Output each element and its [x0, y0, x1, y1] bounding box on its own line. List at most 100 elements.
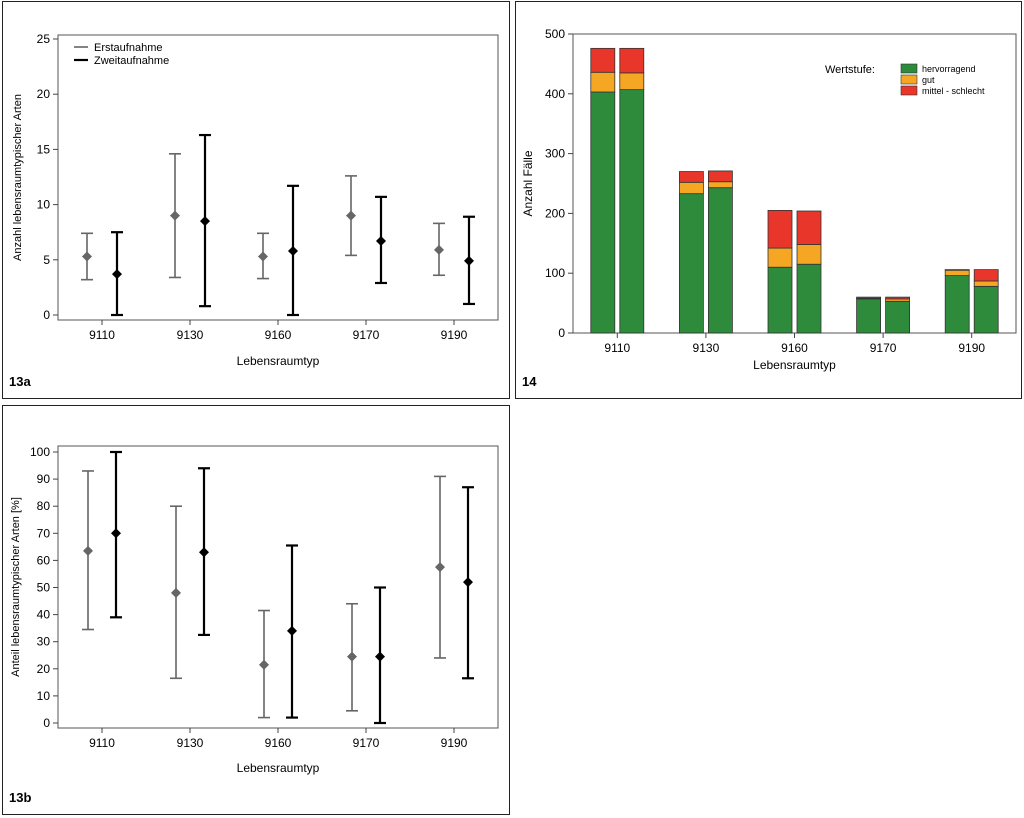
x-tick-label: 9130: [693, 341, 720, 355]
bar-segment: [590, 71, 616, 93]
bar-segment: [767, 247, 793, 268]
x-tick-label: 9170: [870, 341, 897, 355]
bar-segment: [856, 298, 882, 334]
y-tick-label: 100: [545, 266, 565, 280]
bar-segment: [856, 296, 882, 299]
mean-marker: [347, 651, 357, 662]
bar-segment: [707, 187, 733, 334]
y-tick-label: 300: [545, 147, 565, 161]
mean-marker: [112, 269, 122, 280]
y-axis-label: Anzahl Fälle: [521, 150, 535, 216]
y-tick-label: 50: [37, 581, 51, 595]
panel-label-14: 14: [522, 374, 537, 389]
plot-frame: [57, 445, 499, 729]
x-tick-label: 9110: [604, 341, 630, 355]
legend-entry: Erstaufnahme: [94, 42, 162, 54]
legend-entry: mittel - schlecht: [922, 86, 985, 96]
y-tick-label: 60: [37, 553, 51, 567]
chart-13a: 0 5 10 15 20 25 9110 9130 9160 9170 9190 Lebensraum…: [12, 32, 499, 368]
y-tick-label: 0: [43, 308, 50, 322]
y-tick-label: 400: [545, 87, 565, 101]
bar-segment: [619, 47, 645, 74]
x-tick-label: 9160: [265, 328, 292, 342]
chart-14: 0 100 200 300 400 500 9110 9130 9160 9170 9190 Lebe…: [521, 27, 1017, 372]
y-tick-label: 10: [37, 198, 51, 212]
bar-segment: [707, 181, 733, 189]
bar-segment: [767, 266, 793, 334]
x-axis-label: Lebensraumtyp: [237, 761, 320, 775]
legend-title: Wertstufe:: [825, 64, 875, 76]
y-tick-label: 100: [30, 445, 50, 459]
bar-segment: [796, 263, 822, 334]
x-tick-label: 9170: [353, 328, 380, 342]
mean-marker: [171, 587, 181, 598]
panel-13a: 0 5 10 15 20 25 9110 9130 9160 9170 9190 Lebensraum…: [2, 1, 510, 399]
bar-segment: [619, 72, 645, 91]
y-tick-label: 30: [37, 635, 51, 649]
mean-marker: [376, 236, 386, 247]
y-tick-label: 10: [37, 689, 51, 703]
legend-entry: Zweitaufnahme: [94, 55, 169, 67]
panel-13b: 0 10 20 30 40 50 60 70 80 90 100 9110 9130 9160 9170 91…: [2, 405, 510, 815]
x-tick-label: 9130: [177, 736, 204, 750]
bar-segment: [973, 280, 999, 287]
mean-marker: [346, 210, 356, 221]
bar-segment: [885, 296, 911, 300]
plot-frame: [57, 34, 499, 321]
mean-marker: [200, 216, 210, 227]
y-tick-label: 70: [37, 526, 51, 540]
bar-segment: [590, 47, 616, 73]
mean-marker: [199, 547, 209, 558]
bar-segment: [678, 193, 704, 334]
mean-marker: [434, 244, 444, 255]
y-tick-label: 80: [37, 499, 51, 513]
mean-marker: [463, 577, 473, 588]
bar-segment: [944, 269, 970, 276]
y-tick-label: 0: [43, 716, 50, 730]
bar-segment: [678, 171, 704, 183]
bar-segment: [796, 244, 822, 265]
legend-swatch: [900, 63, 918, 74]
panel-label-13a: 13a: [9, 374, 31, 389]
y-tick-label: 5: [43, 253, 50, 267]
y-axis-label: Anzahl lebensraumtypischer Arten: [12, 94, 24, 261]
mean-marker: [259, 659, 269, 670]
x-tick-label: 9160: [265, 736, 292, 750]
x-tick-label: 9190: [958, 341, 985, 355]
mean-marker: [287, 625, 297, 636]
bar-segment: [767, 210, 793, 249]
bar-segment: [944, 275, 970, 334]
legend-swatch: [900, 85, 918, 96]
y-tick-label: 0: [558, 326, 565, 340]
x-tick-label: 9130: [177, 328, 204, 342]
mean-marker: [375, 651, 385, 662]
x-axis-label: Lebensraumtyp: [753, 358, 836, 372]
bar-segment: [973, 269, 999, 282]
x-axis-label: Lebensraumtyp: [237, 354, 320, 368]
mean-marker: [82, 251, 92, 262]
bar-segment: [619, 89, 645, 334]
y-tick-label: 500: [545, 27, 565, 41]
mean-marker: [288, 245, 298, 256]
y-tick-label: 90: [37, 472, 51, 486]
bar-segment: [944, 269, 970, 271]
mean-marker: [111, 528, 121, 539]
x-tick-label: 9190: [441, 328, 468, 342]
legend-entry: gut: [922, 75, 935, 85]
y-tick-label: 25: [37, 32, 51, 46]
bar-segment: [973, 285, 999, 334]
bar-segment: [885, 300, 911, 334]
legend-swatch: [900, 74, 918, 85]
mean-marker: [435, 562, 445, 573]
x-tick-label: 9110: [89, 328, 115, 342]
mean-marker: [258, 251, 268, 262]
x-tick-label: 9110: [89, 736, 115, 750]
chart-13b: 0 10 20 30 40 50 60 70 80 90 100 9110 9130 9160 9170 91…: [10, 445, 499, 775]
bar-segment: [590, 91, 616, 334]
mean-marker: [464, 255, 474, 266]
bar-segment: [678, 181, 704, 195]
x-tick-label: 9190: [441, 736, 468, 750]
y-tick-label: 20: [37, 662, 51, 676]
x-tick-label: 9160: [781, 341, 808, 355]
bar-segment: [707, 170, 733, 183]
